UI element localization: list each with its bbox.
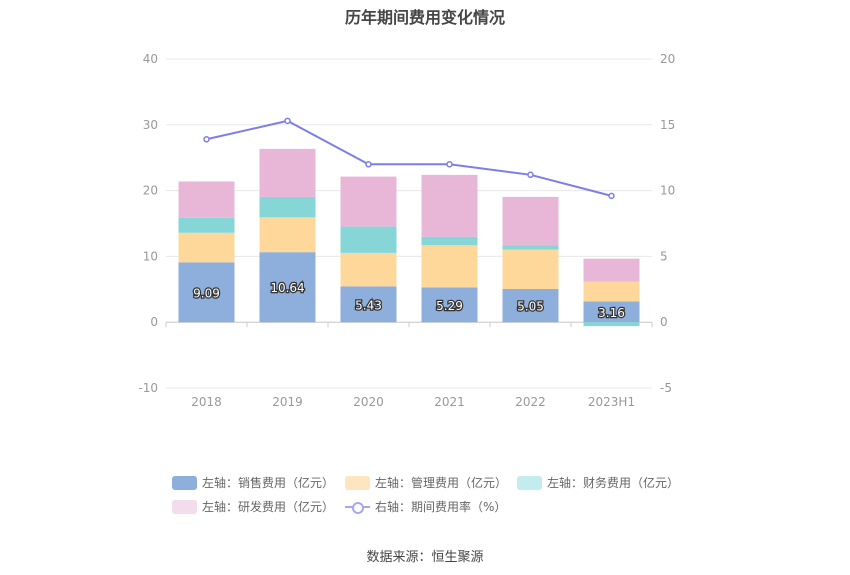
bar-segment (340, 176, 397, 227)
data-source: 数据来源：恒生聚源 (366, 550, 484, 565)
bar-segment (421, 245, 478, 288)
bar-segment (178, 262, 235, 323)
bar-segment (178, 181, 235, 218)
bar-segment (502, 249, 559, 289)
bar-segment (583, 258, 640, 282)
rate-point (608, 192, 615, 200)
legend-swatch-icon (172, 475, 197, 490)
rate-point (284, 117, 291, 125)
bar-segment (340, 226, 397, 253)
rate-point (365, 161, 372, 168)
legend-swatch-icon (345, 475, 370, 490)
left-axis-tick-label: 30 (143, 118, 158, 132)
legend-item[interactable]: 左轴：管理费用（亿元） (345, 474, 507, 491)
rate-point (446, 161, 453, 168)
right-axis-tick-label: 5 (660, 249, 668, 263)
legend-label: 左轴：研发费用（亿元） (202, 500, 335, 514)
right-axis-tick-label: 10 (660, 184, 675, 198)
data-label: 9.09 (193, 286, 220, 300)
legend-line-marker-icon (345, 500, 370, 514)
chart-title: 历年期间费用变化情况 (344, 8, 505, 27)
left-axis-tick-label: 20 (143, 184, 158, 198)
data-label: 5.43 (355, 298, 382, 312)
bar-segment (340, 252, 397, 287)
bar-segment (421, 287, 478, 323)
bar-segment (259, 196, 316, 218)
x-axis-tick-label: 2018 (191, 395, 222, 409)
x-axis-tick-label: 2023H1 (588, 395, 635, 409)
right-axis-tick-label: 0 (660, 315, 668, 329)
bar-segment (178, 217, 235, 233)
data-label: 5.29 (436, 299, 463, 313)
bar-segment (502, 196, 559, 246)
bar-segment (178, 232, 235, 263)
x-axis-tick-label: 2022 (515, 395, 546, 409)
data-label: 3.16 (598, 306, 625, 320)
left-axis-tick-label: 0 (150, 315, 158, 329)
bar-segment (421, 236, 478, 246)
bar-segment (583, 301, 640, 323)
bar-segment (583, 281, 640, 302)
data-label: 5.05 (517, 300, 544, 314)
right-axis-tick-label: -5 (660, 381, 672, 395)
legend-label: 左轴：财务费用（亿元） (547, 476, 680, 490)
rate-line (206, 119, 612, 197)
bar-segment (259, 217, 316, 253)
left-axis-tick-label: 40 (143, 52, 158, 66)
right-axis-tick-label: 20 (660, 52, 675, 66)
bar-segment (259, 252, 316, 323)
x-axis-tick-label: 2021 (434, 395, 465, 409)
legend-item[interactable]: 左轴：销售费用（亿元） (172, 474, 334, 491)
legend-item[interactable]: 右轴：期间费用率（%） (345, 498, 506, 515)
legend-label: 左轴：销售费用（亿元） (202, 476, 335, 490)
right-axis-tick-label: 15 (660, 118, 675, 132)
x-axis-tick-label: 2020 (353, 395, 384, 409)
bar-segment (340, 286, 397, 323)
legend-item[interactable]: 左轴：财务费用（亿元） (517, 474, 679, 491)
legend-item[interactable]: 左轴：研发费用（亿元） (172, 498, 334, 515)
left-axis-tick-label: 10 (143, 249, 158, 263)
rate-point (203, 136, 210, 143)
bar-segment (583, 322, 640, 327)
bar-segment (502, 245, 559, 250)
x-axis-tick-label: 2019 (272, 395, 303, 409)
legend-label: 右轴：期间费用率（%） (375, 500, 507, 514)
legend-label: 左轴：管理费用（亿元） (375, 476, 508, 490)
bar-segment (421, 174, 478, 237)
rate-point (527, 171, 534, 179)
data-label: 10.64 (270, 281, 304, 295)
legend-swatch-icon (172, 499, 197, 514)
left-axis-tick-label: -10 (138, 381, 158, 395)
bar-segment (502, 288, 559, 323)
bar-segment (259, 148, 316, 197)
legend-swatch-icon (517, 475, 542, 490)
